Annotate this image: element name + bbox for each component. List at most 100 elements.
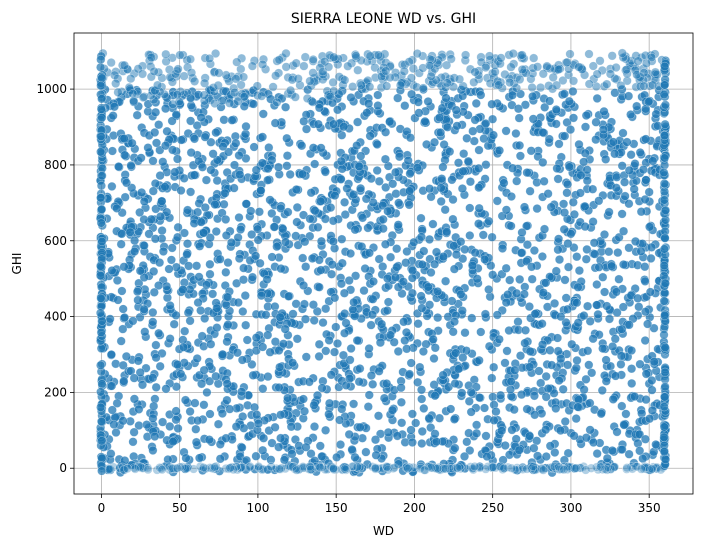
data-point [471,98,481,108]
data-point [554,139,564,149]
data-point [139,304,149,314]
data-point [282,133,292,143]
data-point [651,109,661,119]
data-point [638,165,648,175]
data-point [222,395,232,405]
data-point [171,310,181,320]
data-point [378,262,388,272]
data-point [474,219,484,229]
data-point [373,411,384,421]
data-point [107,266,117,276]
data-point [215,439,225,449]
data-point [612,427,622,437]
data-point [343,61,353,71]
data-point [316,236,326,246]
data-point [312,390,323,400]
data-point [403,156,413,166]
data-point [117,229,127,239]
data-point [372,139,382,149]
data-point [394,198,404,208]
data-point [282,151,292,161]
data-point [430,429,440,439]
data-point [545,345,555,355]
data-point [293,74,303,84]
data-point [192,261,202,271]
data-point [190,76,200,86]
data-point [618,128,628,138]
data-point [647,464,657,474]
data-point [281,237,291,247]
data-point [97,316,107,326]
data-point [481,160,491,170]
data-point [140,327,150,337]
data-point [109,419,119,430]
data-point [96,181,106,191]
data-point [608,137,618,147]
data-point [349,297,359,307]
data-point [579,385,589,395]
data-point [472,420,482,430]
data-point [348,82,358,92]
data-point [357,242,367,252]
data-point [262,274,272,285]
data-point [139,196,149,207]
data-point [347,444,357,455]
data-point [336,174,346,184]
data-point [456,237,466,247]
data-point [118,304,128,314]
data-point [433,286,443,297]
data-point [233,232,243,243]
data-point [352,462,362,472]
data-point [301,352,311,362]
data-point [128,316,138,326]
data-point [466,387,476,397]
data-point [214,68,224,78]
data-point [646,52,657,63]
data-point [644,187,654,197]
data-point [362,108,372,118]
data-point [541,425,551,435]
data-point [200,202,210,213]
data-point [660,100,670,110]
data-point [215,454,225,464]
data-point [516,248,526,258]
data-point [257,465,267,475]
data-point [139,241,149,251]
data-point [561,293,571,303]
data-point [382,305,392,316]
data-point [299,406,310,416]
data-point [257,132,268,142]
data-point [626,110,636,120]
data-point [441,93,451,103]
data-point [340,309,350,319]
data-point [442,227,452,237]
data-point [659,167,669,178]
data-point [274,345,284,355]
data-point [522,240,532,250]
data-point [299,299,309,309]
data-point [552,80,562,90]
data-point [467,261,478,271]
data-point [239,92,249,102]
data-point [270,118,280,128]
data-point [125,227,135,237]
data-point [326,203,336,213]
data-point [461,50,471,60]
data-point [613,248,623,258]
data-point [449,317,459,327]
data-point [257,91,267,101]
data-point [172,90,182,100]
data-point [517,227,527,238]
data-point [541,371,551,381]
data-point [365,51,375,61]
data-point [202,387,212,397]
data-point [515,140,525,150]
data-point [313,119,323,129]
data-point [640,434,650,444]
data-point [496,390,506,400]
data-point [276,264,286,274]
data-point [581,433,591,443]
data-point [381,127,391,137]
data-point [595,56,605,66]
data-point [211,48,221,59]
